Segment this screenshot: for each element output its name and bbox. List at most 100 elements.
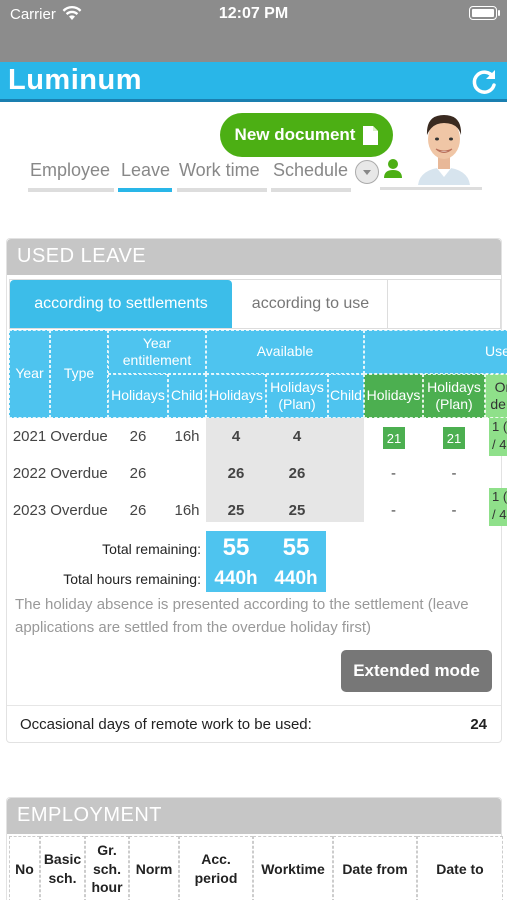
total-hours-box: 440h 440h bbox=[206, 565, 326, 592]
row-2023-on-demand: 1 (/ 4 bbox=[489, 488, 507, 526]
carrier-label: Carrier bbox=[10, 6, 56, 23]
status-bar: Carrier 12:07 PM bbox=[0, 0, 507, 62]
total-remaining-label: Total remaining: bbox=[102, 541, 201, 557]
col-gr-sch-hour: Gr. sch. hour bbox=[85, 836, 129, 900]
extended-mode-button[interactable]: Extended mode bbox=[341, 650, 492, 692]
tab-according-to-use[interactable]: according to use bbox=[234, 280, 388, 328]
row-2022-avail-plan: 26 bbox=[288, 464, 306, 482]
new-document-label: New document bbox=[234, 125, 356, 144]
header-ent-child: Child bbox=[168, 374, 206, 418]
header-avail-holidays-plan: Holidays (Plan) bbox=[266, 374, 328, 418]
row-2021-avail-holidays: 4 bbox=[231, 427, 241, 445]
row-2023-ent-holidays: 26 bbox=[129, 501, 147, 519]
row-2023-year: 2023 bbox=[12, 501, 47, 519]
col-norm: Norm bbox=[129, 836, 179, 900]
new-document-button[interactable]: New document bbox=[220, 113, 393, 157]
row-2021-on-demand-line1: 1 ( bbox=[492, 419, 507, 434]
avatar[interactable] bbox=[412, 109, 476, 185]
person-icon[interactable] bbox=[384, 158, 402, 178]
row-2022-avail-holidays: 26 bbox=[227, 464, 245, 482]
tab-leave[interactable]: Leave bbox=[118, 156, 172, 192]
row-2023-avail-plan: 25 bbox=[288, 501, 306, 519]
header-used-holidays: Holidays bbox=[364, 374, 423, 418]
header-available: Available bbox=[206, 330, 364, 374]
header-type: Type bbox=[50, 330, 108, 418]
document-icon bbox=[363, 125, 379, 145]
used-leave-header: USED LEAVE bbox=[7, 239, 501, 275]
clock: 12:07 PM bbox=[218, 5, 289, 22]
total-hours-plan: 440h bbox=[274, 567, 318, 589]
col-worktime: Worktime bbox=[253, 836, 333, 900]
tab-leave-label: Leave bbox=[121, 160, 171, 180]
row-2023-type: Overdue bbox=[50, 501, 108, 519]
row-2022-type: Overdue bbox=[50, 464, 108, 482]
employment-section: EMPLOYMENT No Basic sch. Gr. sch. hour N… bbox=[6, 797, 503, 900]
remote-divider bbox=[7, 705, 501, 706]
tab-schedule[interactable]: Schedule bbox=[271, 156, 351, 192]
row-2023-ent-child: 16h bbox=[174, 501, 200, 519]
used-leave-section: USED LEAVE according to settlements acco… bbox=[6, 238, 507, 743]
avatar-photo-icon bbox=[412, 109, 476, 185]
tab-schedule-label: Schedule bbox=[273, 160, 349, 180]
row-2023-used-plan: - bbox=[451, 501, 457, 519]
app-title: Luminum bbox=[8, 64, 142, 96]
col-date-to: Date to bbox=[417, 836, 503, 900]
row-2021-used-holidays: 21 bbox=[383, 427, 405, 449]
refresh-icon[interactable] bbox=[469, 67, 499, 97]
row-2021-on-demand-line2: / 4 bbox=[492, 437, 507, 453]
row-2022-used-plan: - bbox=[451, 464, 457, 482]
header-year-entitlement: Year entitlement bbox=[108, 330, 206, 374]
total-hours-label: Total hours remaining: bbox=[63, 571, 201, 587]
employment-table-header: No Basic sch. Gr. sch. hour Norm Acc. pe… bbox=[9, 836, 503, 900]
header-year: Year bbox=[9, 330, 50, 418]
row-2021-type: Overdue bbox=[50, 427, 108, 445]
row-2021-on-demand: 1 (/ 4 bbox=[489, 418, 507, 456]
leave-note: The holiday absence is presented accordi… bbox=[15, 596, 469, 637]
total-remaining-box: 55 55 bbox=[206, 531, 326, 565]
tab-employee-underline bbox=[28, 188, 114, 192]
employment-header: EMPLOYMENT bbox=[7, 798, 501, 834]
total-remaining-plan: 55 bbox=[282, 534, 310, 561]
header-on-demand: On dem bbox=[485, 374, 507, 418]
tab-employee[interactable]: Employee bbox=[28, 156, 114, 192]
wifi-icon bbox=[62, 5, 82, 20]
row-2023-avail-holidays: 25 bbox=[227, 501, 245, 519]
tab-leave-underline bbox=[118, 188, 172, 192]
total-hours-holidays: 440h bbox=[214, 567, 258, 589]
row-2021-ent-holidays: 26 bbox=[129, 427, 147, 445]
tab-schedule-underline bbox=[271, 188, 351, 192]
tab-work-time-underline bbox=[177, 188, 267, 192]
col-acc-period: Acc. period bbox=[179, 836, 253, 900]
tab-work-time[interactable]: Work time bbox=[177, 156, 267, 192]
available-shading bbox=[206, 418, 364, 522]
leave-table: Year Type Year entitlement Available Use… bbox=[9, 330, 507, 535]
row-2023-on-demand-line1: 1 ( bbox=[492, 489, 507, 504]
header-avail-holidays: Holidays bbox=[206, 374, 266, 418]
tab-employee-label: Employee bbox=[30, 160, 111, 180]
row-2021-used-plan: 21 bbox=[443, 427, 465, 449]
col-date-from: Date from bbox=[333, 836, 417, 900]
row-2022-year: 2022 bbox=[12, 464, 47, 482]
header-avail-child: Child bbox=[328, 374, 364, 418]
tab-according-to-settlements[interactable]: according to settlements bbox=[10, 280, 232, 328]
row-2021-year: 2021 bbox=[12, 427, 47, 445]
battery-icon bbox=[469, 6, 500, 20]
row-2021-ent-child: 16h bbox=[174, 427, 200, 445]
app-bar: Luminum bbox=[0, 62, 507, 102]
tab-work-time-label: Work time bbox=[179, 160, 260, 180]
row-2023-on-demand-line2: / 4 bbox=[492, 507, 507, 523]
avatar-underline bbox=[380, 187, 482, 190]
row-2022-used-holidays: - bbox=[391, 464, 396, 482]
col-no: No bbox=[9, 836, 40, 900]
row-2022-ent-holidays: 26 bbox=[129, 464, 147, 482]
header-used-holidays-plan: Holidays (Plan) bbox=[423, 374, 485, 418]
total-remaining-holidays: 55 bbox=[222, 534, 250, 561]
leave-sub-tabs: according to settlements according to us… bbox=[9, 279, 501, 329]
row-2021-avail-plan: 4 bbox=[292, 427, 302, 445]
header-used: Used bbox=[364, 330, 507, 374]
col-basic-sch: Basic sch. bbox=[40, 836, 85, 900]
row-2023-used-holidays: - bbox=[391, 501, 396, 519]
header-ent-holidays: Holidays bbox=[108, 374, 168, 418]
remote-work-value: 24 bbox=[470, 716, 487, 733]
more-tabs-button[interactable] bbox=[355, 160, 379, 184]
